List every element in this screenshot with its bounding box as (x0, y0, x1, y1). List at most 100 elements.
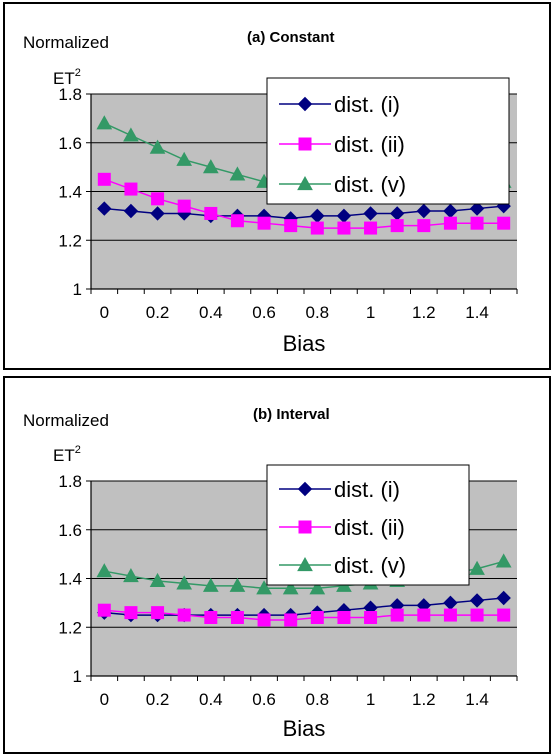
marker-triangle-2-2 (149, 572, 166, 588)
marker-square-1-14 (470, 216, 484, 230)
x-axis-label: Bias (283, 716, 326, 741)
marker-square-1-7 (284, 613, 298, 627)
x-tick-label: 1.4 (465, 690, 489, 709)
x-tick-label: 0.2 (146, 303, 170, 322)
y-axis-label-et: ET2 (53, 67, 81, 88)
marker-triangle-legend-2 (297, 556, 313, 572)
x-tick-label: 0.2 (146, 690, 170, 709)
x-tick-label: 1.4 (465, 303, 489, 322)
marker-diamond-0-10 (363, 206, 378, 221)
series-line-0 (104, 205, 504, 220)
marker-diamond-0-2 (150, 206, 165, 221)
y-axis-label: Normalized (23, 33, 109, 52)
x-tick-label: 0.8 (305, 303, 329, 322)
x-tick-label: 0.6 (252, 303, 276, 322)
chart-interval: 1 1.2 1.4 1.6 1.8 0 0.2 0.4 0.6 0.8 1 1.2 1.4 dist. (… (23, 406, 518, 741)
marker-triangle-2-5 (229, 166, 246, 181)
marker-triangle-2-0 (96, 115, 113, 130)
marker-square-1-6 (257, 216, 271, 230)
marker-triangle-2-3 (176, 151, 193, 166)
marker-square-1-8 (310, 221, 324, 235)
x-tick-label: 0.4 (199, 690, 223, 709)
marker-triangle-2-4 (202, 577, 219, 592)
y-tick-label: 1.6 (58, 134, 82, 153)
marker-diamond-0-14 (469, 593, 485, 608)
marker-triangle-2-8 (309, 580, 326, 595)
x-tick-label: 0.4 (199, 303, 223, 322)
marker-square-1-14 (470, 608, 484, 622)
marker-square-1-4 (204, 206, 218, 220)
marker-square-1-5 (230, 214, 244, 228)
marker-square-1-4 (204, 611, 218, 624)
marker-square-1-9 (337, 221, 351, 235)
marker-triangle-2-14 (469, 560, 485, 575)
marker-square-1-15 (497, 216, 511, 230)
y-tick-label: 1.4 (58, 183, 82, 202)
marker-square-1-13 (443, 216, 457, 230)
marker-square-1-8 (310, 611, 324, 624)
x-tick-label: 0 (100, 690, 109, 709)
marker-square-1-10 (364, 611, 378, 624)
marker-square-1-6 (257, 613, 271, 627)
marker-diamond-legend-0 (297, 481, 313, 497)
marker-diamond-0-14 (469, 201, 485, 216)
marker-square-1-9 (337, 611, 351, 624)
chart-title: (a) Constant (247, 29, 335, 46)
y-tick-label: 1 (73, 280, 82, 299)
marker-square-1-10 (364, 221, 378, 235)
marker-square-1-15 (497, 608, 511, 622)
marker-diamond-0-15 (496, 590, 511, 606)
y-tick-label: 1.8 (58, 472, 82, 491)
marker-triangle-2-0 (96, 563, 113, 578)
marker-square-1-0 (97, 172, 111, 186)
series-line-0 (104, 597, 504, 616)
legend-label-0: dist. (i) (334, 92, 400, 117)
marker-triangle-2-15 (495, 553, 512, 568)
marker-triangle-2-3 (176, 575, 193, 590)
marker-square-1-13 (443, 608, 457, 622)
y-tick-label: 1.6 (58, 521, 82, 540)
y-tick-label: 1.2 (58, 618, 82, 637)
y-tick-label: 1 (73, 667, 82, 686)
marker-triangle-2-2 (149, 139, 166, 154)
x-tick-label: 1 (366, 690, 375, 709)
x-tick-label: 0.8 (305, 690, 329, 709)
y-tick-label: 1.2 (58, 231, 82, 250)
x-tick-label: 1.2 (412, 690, 436, 709)
y-axis-label-superscript: 2 (75, 444, 81, 456)
legend-label-2: dist. (v) (334, 553, 406, 578)
marker-square-1-7 (284, 219, 298, 233)
x-tick-label: 1.2 (412, 303, 436, 322)
y-tick-label: 1.4 (58, 570, 82, 589)
legend-label-2: dist. (v) (334, 172, 406, 197)
x-tick-label: 0.6 (252, 690, 276, 709)
marker-triangle-2-4 (202, 159, 219, 174)
marker-diamond-0-0 (97, 201, 112, 216)
marker-square-1-11 (390, 219, 404, 233)
series-line-1 (104, 609, 504, 621)
marker-square-1-1 (124, 606, 138, 620)
marker-square-legend-1 (298, 520, 312, 534)
chart-constant: 1 1.2 1.4 1.6 1.8 0 0.2 0.4 0.6 0.8 1 1.2 1.4 dist. (… (23, 29, 518, 356)
marker-diamond-0-1 (123, 203, 139, 219)
marker-square-1-2 (151, 192, 165, 206)
legend-label-0: dist. (i) (334, 477, 400, 502)
marker-square-1-11 (390, 608, 404, 622)
chart-title: (b) Interval (253, 406, 330, 423)
marker-triangle-2-1 (123, 127, 139, 142)
marker-square-1-3 (177, 608, 191, 622)
marker-square-legend-1 (298, 137, 312, 151)
chart-panel-constant: 1 1.2 1.4 1.6 1.8 0 0.2 0.4 0.6 0.8 1 1.2 1.4 dist. (… (3, 2, 551, 370)
marker-triangle-2-6 (256, 580, 272, 595)
marker-square-1-2 (151, 606, 165, 620)
marker-diamond-legend-0 (297, 96, 313, 112)
series-line-1 (104, 178, 504, 229)
x-axis-label: Bias (283, 331, 326, 356)
marker-triangle-2-1 (123, 568, 139, 583)
marker-square-1-1 (124, 182, 138, 196)
marker-square-1-12 (417, 608, 431, 622)
marker-square-1-0 (97, 603, 111, 617)
marker-triangle-2-7 (282, 580, 299, 595)
marker-square-1-12 (417, 219, 431, 233)
marker-triangle-legend-2 (297, 175, 313, 191)
